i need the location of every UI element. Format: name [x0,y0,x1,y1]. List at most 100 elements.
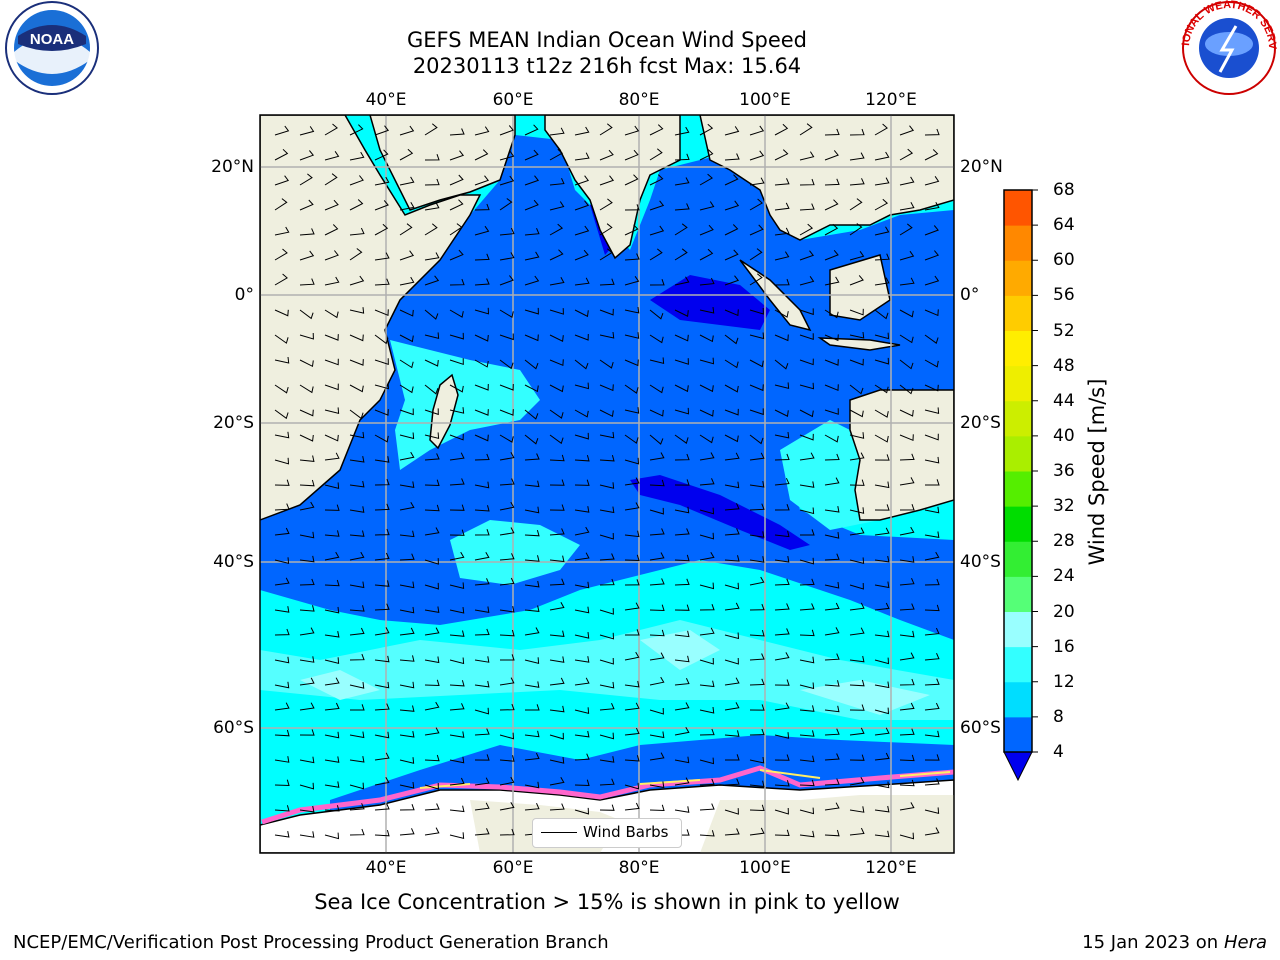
wind-barb [649,248,663,261]
wind-barb [899,652,915,661]
wind-barb [274,628,290,636]
wind-barb [874,630,890,638]
wind-barb [299,434,314,442]
wind-barb [474,253,490,261]
wind-barb [849,178,865,186]
wind-barb [674,528,690,536]
wind-barb [699,478,715,486]
wind-barb [649,124,664,136]
wind-band-8-12-mid [450,520,580,585]
wind-barb [724,828,740,836]
wind-barb [324,250,339,261]
wind-barb [874,123,888,136]
wind-barb [499,151,515,161]
wind-barb [849,452,865,461]
wind-barb [799,358,814,366]
wind-barb [749,224,764,236]
wind-barb [424,309,439,320]
wind-barb [724,702,740,711]
wind-barb [824,532,840,539]
wind-band-under-4-equator [650,275,770,330]
wind-barb [774,652,790,661]
wind-barb [449,199,464,211]
wind-barb [274,457,290,465]
wind-barb [574,779,590,787]
wind-barb [674,506,690,514]
wind-barb [674,604,690,611]
wind-barb [499,828,515,836]
wind-barb [674,384,689,393]
wind-barb [599,732,615,740]
wind-barb [674,677,690,686]
wind-barb [474,149,489,161]
wind-barb [924,275,940,286]
wind-barb [849,128,865,136]
wind-barb [749,780,765,788]
wind-barb [624,204,640,211]
wind-barb [274,273,288,286]
wind-barb [774,202,790,211]
wind-barb [499,801,515,811]
wind-barb [624,755,640,762]
wind-barb [499,359,514,370]
wind-barb [449,504,465,511]
wind-barb [349,782,365,790]
wind-barb [474,225,490,236]
wind-barb [474,505,490,512]
wind-barb [299,250,315,261]
wind-barb [849,358,864,366]
wind-barb [874,177,890,186]
wind-barb [774,359,789,370]
wind-barb [524,752,540,761]
wind-barb [649,629,665,637]
wind-barb [499,732,515,740]
wind-barb [574,656,590,663]
wind-barb [924,702,940,711]
wind-barb [424,178,440,186]
wind-barb [274,503,290,511]
wind-barb [649,225,665,236]
wind-barb [424,582,439,590]
wind-barb [824,334,839,342]
wind-barb [374,731,390,739]
wind-barb [624,602,640,611]
wind-barb [699,123,714,136]
wind-barb [899,202,915,211]
colorbar-segment [1004,435,1032,472]
wind-barb [774,149,789,161]
land-africa [260,115,482,521]
wind-barb [549,578,565,586]
wind-barb [774,251,790,261]
wind-barb [849,152,865,161]
wind-barb [399,223,413,236]
wind-barb [624,384,639,394]
wind-barb [874,805,890,813]
wind-barb [399,176,415,186]
wind-barb [499,677,515,686]
wind-barb [699,434,714,444]
wind-barb [549,127,565,136]
footer-date-text: 15 Jan 2023 on [1082,932,1224,953]
wind-barb [424,558,439,565]
wind-barb [599,431,615,439]
wind-barb [374,829,390,837]
wind-barb [449,657,465,665]
wind-barb [399,581,415,589]
wind-barb [824,829,840,837]
wind-barb [699,728,715,736]
wind-barb [449,630,465,637]
wind-barb [899,477,915,486]
wind-barb [624,579,640,586]
colorbar-segment [1004,541,1032,577]
wind-barb [874,504,890,511]
wind-barb [799,730,815,737]
wind-barb [724,808,739,815]
wind-barb [374,125,390,136]
wind-barb [624,457,640,465]
wind-barb [424,782,439,790]
wind-barb [899,556,915,563]
wind-barb [599,359,614,369]
wind-barb [799,452,815,461]
wind-barb [849,557,865,564]
wind-barb [324,756,340,763]
